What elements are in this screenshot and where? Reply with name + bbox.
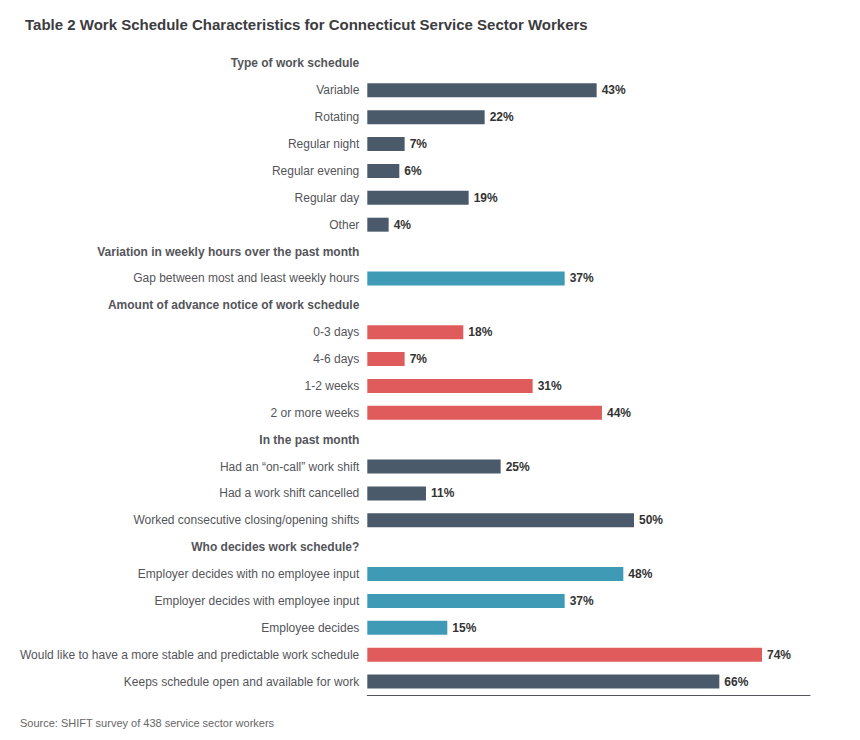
svg-text:25%: 25% [506, 460, 530, 474]
svg-text:19%: 19% [474, 191, 498, 205]
svg-text:37%: 37% [570, 594, 594, 608]
svg-text:44%: 44% [607, 406, 631, 420]
svg-text:0-3 days: 0-3 days [313, 325, 359, 339]
svg-text:50%: 50% [639, 513, 663, 527]
svg-text:7%: 7% [410, 352, 428, 366]
svg-text:1-2 weeks: 1-2 weeks [305, 379, 360, 393]
svg-text:Rotating: Rotating [315, 110, 360, 124]
svg-text:Who decides work schedule?: Who decides work schedule? [191, 540, 359, 554]
svg-text:Employee decides: Employee decides [261, 621, 359, 635]
svg-text:Employer decides with employee: Employer decides with employee input [155, 594, 360, 608]
svg-text:11%: 11% [431, 486, 455, 500]
svg-text:6%: 6% [404, 164, 422, 178]
svg-text:2 or more weeks: 2 or more weeks [271, 406, 360, 420]
svg-text:74%: 74% [767, 648, 791, 662]
svg-text:43%: 43% [602, 83, 626, 97]
svg-text:15%: 15% [452, 621, 476, 635]
svg-text:Regular evening: Regular evening [272, 164, 359, 178]
svg-text:Other: Other [329, 218, 359, 232]
svg-text:31%: 31% [538, 379, 562, 393]
svg-text:22%: 22% [490, 110, 514, 124]
svg-text:37%: 37% [570, 271, 594, 285]
svg-text:Type of work schedule: Type of work schedule [231, 56, 360, 70]
svg-text:Regular day: Regular day [295, 191, 360, 205]
svg-text:48%: 48% [628, 567, 652, 581]
svg-text:66%: 66% [724, 675, 748, 689]
svg-text:Gap between most and least wee: Gap between most and least weekly hours [133, 271, 359, 285]
svg-text:4%: 4% [394, 218, 412, 232]
svg-text:Variable: Variable [316, 83, 359, 97]
svg-text:In the past month: In the past month [259, 433, 359, 447]
svg-text:Employer decides with no emplo: Employer decides with no employee input [138, 567, 360, 581]
svg-text:Table 2 Work Schedule Characte: Table 2 Work Schedule Characteristics fo… [25, 16, 588, 33]
svg-text:Regular night: Regular night [288, 137, 360, 151]
svg-text:Had a work shift cancelled: Had a work shift cancelled [219, 486, 359, 500]
svg-text:Would like to have a more stab: Would like to have a more stable and pre… [20, 648, 360, 662]
svg-text:Keeps schedule open and availa: Keeps schedule open and available for wo… [124, 675, 360, 689]
svg-text:Had an “on-call” work shift: Had an “on-call” work shift [220, 460, 360, 474]
svg-text:18%: 18% [468, 325, 492, 339]
svg-text:Amount of advance notice of wo: Amount of advance notice of work schedul… [108, 298, 360, 312]
svg-text:4-6 days: 4-6 days [313, 352, 359, 366]
svg-text:Source: SHIFT survey of 438 se: Source: SHIFT survey of 438 service sect… [20, 717, 275, 729]
svg-text:7%: 7% [410, 137, 428, 151]
svg-text:Worked consecutive closing/ope: Worked consecutive closing/opening shift… [133, 513, 359, 527]
svg-text:Variation in weekly hours over: Variation in weekly hours over the past … [97, 245, 359, 259]
